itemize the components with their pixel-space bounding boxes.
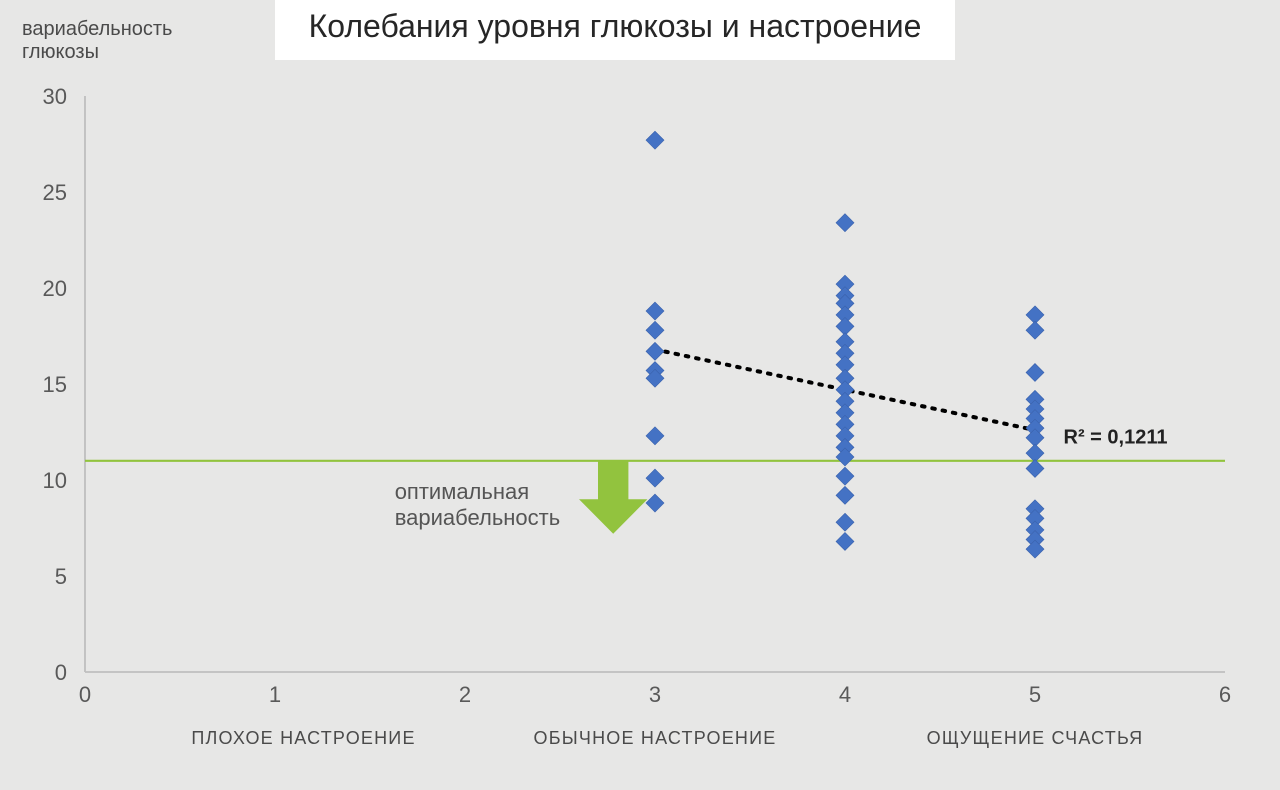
data-point xyxy=(646,321,664,339)
x-tick-label: 0 xyxy=(79,682,91,707)
x-tick-label: 5 xyxy=(1029,682,1041,707)
data-point xyxy=(836,214,854,232)
x-tick-label: 2 xyxy=(459,682,471,707)
data-point xyxy=(646,469,664,487)
y-axis-title: вариабельность глюкозы xyxy=(22,18,172,64)
y-tick-label: 25 xyxy=(43,180,67,205)
data-point xyxy=(1026,321,1044,339)
data-point xyxy=(836,467,854,485)
y-tick-label: 15 xyxy=(43,372,67,397)
y-tick-label: 0 xyxy=(55,660,67,685)
chart-title: Колебания уровня глюкозы и настроение xyxy=(275,0,955,60)
y-axis-title-line2: глюкозы xyxy=(22,41,99,63)
y-tick-label: 30 xyxy=(43,84,67,109)
x-tick-label: 1 xyxy=(269,682,281,707)
data-point xyxy=(836,486,854,504)
data-point xyxy=(646,131,664,149)
data-point xyxy=(836,513,854,531)
optimal-label-line2: вариабельность xyxy=(395,505,561,530)
data-point xyxy=(646,494,664,512)
r-squared-label: R² = 0,1211 xyxy=(1064,427,1168,449)
x-tick-label: 6 xyxy=(1219,682,1231,707)
chart-container: вариабельность глюкозы Колебания уровня … xyxy=(0,0,1280,790)
data-point xyxy=(1026,459,1044,477)
category-label: ОБЫЧНОЕ НАСТРОЕНИЕ xyxy=(534,728,777,748)
y-tick-label: 20 xyxy=(43,276,67,301)
category-label: ПЛОХОЕ НАСТРОЕНИЕ xyxy=(191,728,415,748)
y-tick-label: 10 xyxy=(43,468,67,493)
scatter-plot: 0510152025300123456оптимальнаявариабельн… xyxy=(0,0,1280,790)
optimal-label-line1: оптимальная xyxy=(395,479,529,504)
data-point xyxy=(646,342,664,360)
data-point xyxy=(646,427,664,445)
down-arrow-icon xyxy=(579,461,647,534)
data-point xyxy=(836,532,854,550)
y-axis-title-line1: вариабельность xyxy=(22,18,172,40)
data-point xyxy=(646,302,664,320)
data-point xyxy=(1026,540,1044,558)
x-tick-label: 4 xyxy=(839,682,851,707)
category-label: ОЩУЩЕНИЕ СЧАСТЬЯ xyxy=(927,728,1144,748)
data-point xyxy=(836,448,854,466)
data-point xyxy=(1026,363,1044,381)
y-tick-label: 5 xyxy=(55,564,67,589)
x-tick-label: 3 xyxy=(649,682,661,707)
